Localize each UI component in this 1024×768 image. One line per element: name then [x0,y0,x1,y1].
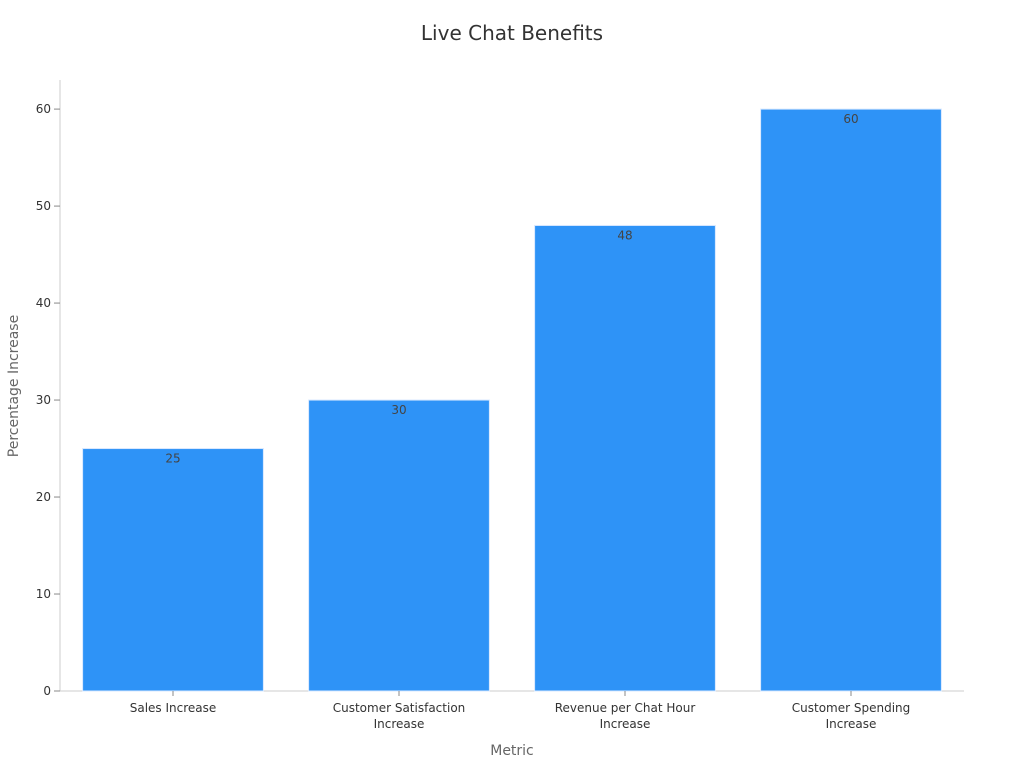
bars: 25 30 48 60 [82,108,942,692]
x-tick-label: Revenue per Chat Hour Increase [555,701,696,731]
y-tick-label: 60 [36,102,51,116]
bar-value-label: 25 [165,452,180,466]
y-tick-label: 20 [36,490,51,504]
x-tick-label: Sales Increase [130,701,217,715]
bar [760,108,942,692]
bar-value-label: 60 [843,112,858,126]
bar [308,399,490,692]
x-axis-ticks: Sales Increase Customer Satisfaction Incre… [130,691,911,731]
x-axis-title: Metric [490,743,534,759]
bar-value-label: 30 [391,403,406,417]
y-tick-label: 0 [43,684,51,698]
y-tick-label: 30 [36,393,51,407]
plot-area: 0 10 20 30 40 50 60 25 30 48 60 Sales Increase Cus… [36,80,964,731]
y-axis-ticks: 0 10 20 30 40 50 60 [36,102,60,698]
x-tick-label: Customer Satisfaction Increase [333,701,466,731]
y-tick-label: 40 [36,296,51,310]
chart-title: Live Chat Benefits [421,21,603,45]
bar [82,448,264,692]
x-tick-label: Customer Spending Increase [792,701,911,731]
y-axis-title: Percentage Increase [6,315,22,457]
bar [534,224,716,692]
y-tick-label: 50 [36,199,51,213]
bar-value-label: 48 [617,228,632,242]
y-tick-label: 10 [36,587,51,601]
